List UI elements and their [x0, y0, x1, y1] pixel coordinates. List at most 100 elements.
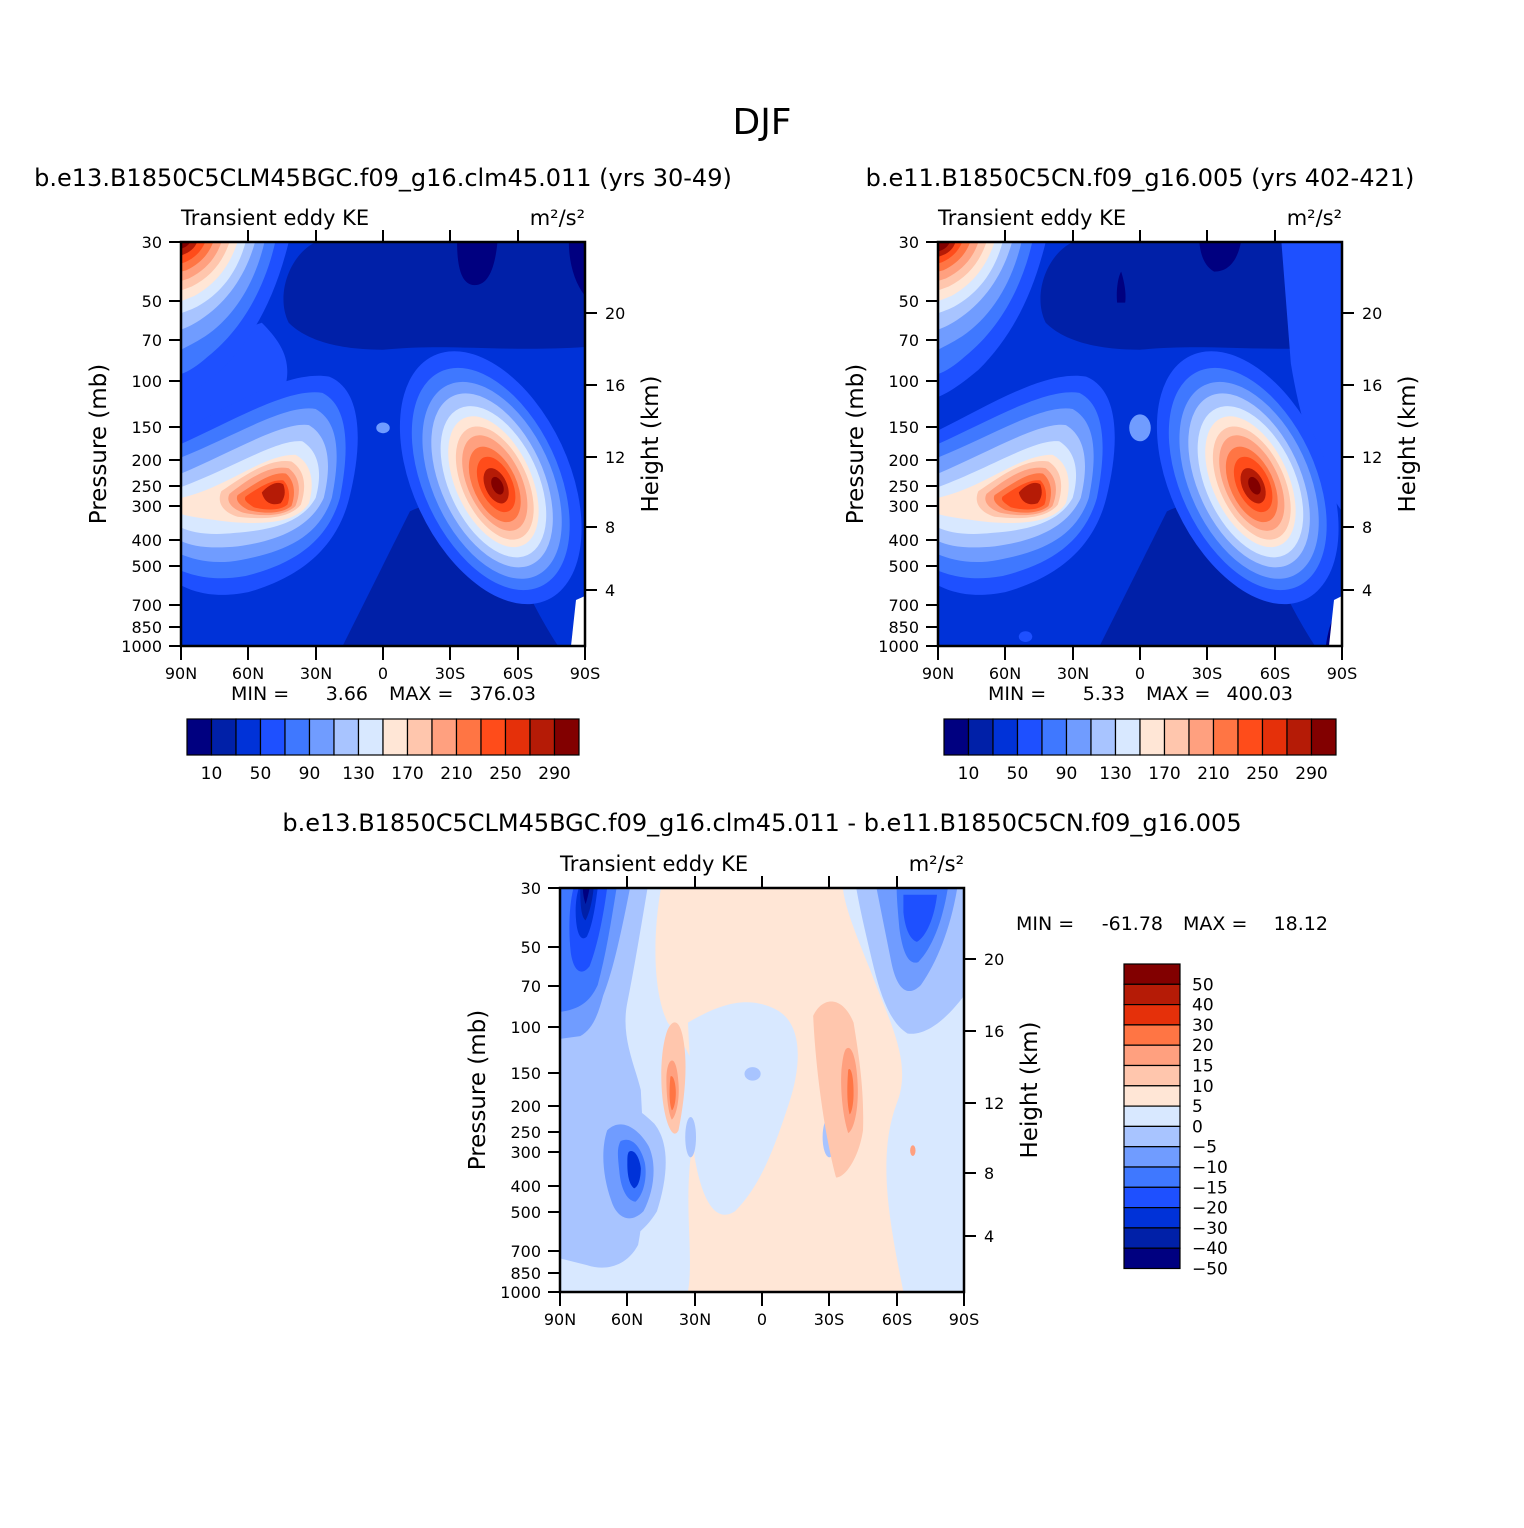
- panel-a-y-tick-labels: 30 50 70 100 150 200 250 300 400 500 700…: [121, 233, 162, 656]
- panel-a-ytick-850: 850: [131, 618, 162, 637]
- panel-a-xtick-90n: 90N: [165, 664, 197, 683]
- panel-c-colorbar-label-11: −20: [1192, 1199, 1228, 1219]
- panel-a-colorbar-box-14: [529, 718, 556, 756]
- panel-b-title: b.e11.B1850C5CN.f09_g16.005 (yrs 402-421…: [866, 164, 1415, 192]
- panel-a-colorbar-box-0: [186, 718, 213, 756]
- panel-a-colorbar-box-10: [431, 718, 458, 756]
- panel-a-colorbar-box-2: [235, 718, 262, 756]
- panel-b-xtick-60s: 60S: [1260, 664, 1291, 683]
- panel-c-xtick-30s: 30S: [814, 1310, 845, 1329]
- panel-c-y2tick-4: 4: [984, 1227, 994, 1246]
- panel-b: b.e11.B1850C5CN.f09_g16.005 (yrs 402-421…: [843, 164, 1421, 784]
- panel-b-y2-tick-labels: 20 16 12 8 4: [1362, 304, 1382, 600]
- panel-c-xtick-90s: 90S: [949, 1310, 980, 1329]
- panel-c-xtick-60s: 60S: [882, 1310, 913, 1329]
- panel-a-colorbar-label-1: 50: [250, 764, 272, 784]
- panel-b-colorbar-label-0: 10: [958, 764, 980, 784]
- panel-b-south-dark: [1199, 242, 1242, 272]
- panel-c-xtick-60n: 60N: [611, 1310, 643, 1329]
- panel-c-ytick-500: 500: [510, 1203, 541, 1222]
- panel-b-max-value: 400.03: [1227, 683, 1293, 705]
- panel-a-colorbar-box-11: [455, 718, 482, 756]
- panel-b-ytick-250: 250: [888, 477, 919, 496]
- panel-c-y2tick-16: 16: [984, 1022, 1004, 1041]
- panel-a-max-value: 376.03: [470, 683, 536, 705]
- panel-b-colorbar-box-13: [1261, 718, 1288, 756]
- panel-b-y2tick-8: 8: [1362, 518, 1372, 537]
- panel-b-y2label: Height (km): [1395, 375, 1421, 512]
- panel-b-xtick-0: 0: [1135, 664, 1145, 683]
- panel-c-colorbar-box-13: [1123, 1227, 1181, 1249]
- panel-b-xtick-90s: 90S: [1327, 664, 1358, 683]
- panel-b-y2tick-12: 12: [1362, 448, 1382, 467]
- panel-a-ytick-1000: 1000: [121, 637, 162, 656]
- panel-c-colorbar-box-5: [1123, 1064, 1181, 1087]
- panel-c-colorbar-label-9: −10: [1192, 1158, 1228, 1178]
- panel-b-field: [938, 242, 1342, 646]
- panel-c-ylabel: Pressure (mb): [465, 1010, 491, 1170]
- panel-a-colorbar-label-5: 210: [440, 764, 472, 784]
- panel-c-colorbar-box-7: [1123, 1105, 1181, 1127]
- panel-b-colorbar-box-0: [943, 718, 970, 756]
- panel-c-y2tick-12: 12: [984, 1094, 1004, 1113]
- panel-c-colorbar-label-12: −30: [1192, 1219, 1228, 1239]
- panel-a-min-label: MIN =: [231, 683, 289, 705]
- panel-a-ytick-300: 300: [131, 497, 162, 516]
- panel-b-max-label: MAX =: [1146, 683, 1210, 705]
- panel-b-blob: [1129, 414, 1151, 442]
- panel-c-y2tick-8: 8: [984, 1164, 994, 1183]
- panel-c-y-tick-labels: 30 50 70 100 150 200 250 300 400 500 700…: [500, 879, 541, 1302]
- panel-b-ytick-300: 300: [888, 497, 919, 516]
- panel-a-ytick-100: 100: [131, 372, 162, 391]
- panel-b-y2tick-4: 4: [1362, 581, 1372, 600]
- panel-a-sh-jet-core: [491, 476, 504, 495]
- panel-c-xtick-0: 0: [757, 1310, 767, 1329]
- panel-a-colorbar-box-12: [480, 718, 507, 756]
- panel-b-colorbar-box-9: [1163, 718, 1190, 756]
- panel-b-colorbar-box-8: [1139, 718, 1166, 756]
- panel-c-left-label: Transient eddy KE: [559, 852, 748, 876]
- panel-b-surface-blob: [1018, 631, 1033, 642]
- panel-c-ytick-30: 30: [521, 879, 541, 898]
- panel-b-ytick-30: 30: [899, 233, 919, 252]
- panel-a-y2-tick-labels: 20 16 12 8 4: [605, 304, 625, 600]
- panel-b-ytick-1000: 1000: [878, 637, 919, 656]
- panel-c-colorbar-box-0: [1123, 963, 1181, 985]
- panel-b-y2tick-16: 16: [1362, 376, 1382, 395]
- panel-b-colorbar-label-2: 90: [1056, 764, 1078, 784]
- panel-a-colorbar-box-5: [308, 718, 335, 756]
- panel-a-title: b.e13.B1850C5CLM45BGC.f09_g16.clm45.011 …: [34, 164, 732, 192]
- panel-b-missing: [1329, 596, 1342, 646]
- panel-a-colorbar-box-6: [333, 718, 360, 756]
- panel-c-colorbar-box-12: [1123, 1206, 1181, 1229]
- panel-c-tropical-neg: [687, 1002, 798, 1215]
- panel-a-ytick-150: 150: [131, 418, 162, 437]
- panel-b-ytick-700: 700: [888, 596, 919, 615]
- panel-a-xtick-30s: 30S: [435, 664, 466, 683]
- panel-c-ytick-700: 700: [510, 1242, 541, 1261]
- panel-c-neg-blob-3: [685, 1116, 697, 1158]
- panel-c-colorbar-box-10: [1123, 1166, 1181, 1188]
- panel-a-ylabel: Pressure (mb): [86, 364, 112, 524]
- panel-c-neg-blob-2: [744, 1067, 761, 1081]
- panel-a-right-label: m²/s²: [530, 206, 585, 230]
- panel-a-colorbar-label-7: 290: [538, 764, 570, 784]
- panel-c-colorbar-label-14: −50: [1192, 1260, 1228, 1280]
- panel-a-y2tick-12: 12: [605, 448, 625, 467]
- panel-c-colorbar-label-7: 0: [1192, 1117, 1203, 1137]
- panel-a-colorbar-label-4: 170: [391, 764, 423, 784]
- panel-a-ticks: [169, 230, 597, 660]
- panel-a-colorbar-box-3: [259, 718, 286, 756]
- panel-c-ytick-1000: 1000: [500, 1283, 541, 1302]
- panel-c-ticks: [548, 876, 976, 1306]
- panel-c-y2-tick-labels: 20 16 12 8 4: [984, 950, 1004, 1246]
- panel-b-colorbar-box-5: [1065, 718, 1092, 756]
- panel-a-nh-jet-core: [261, 482, 285, 505]
- panel-a-colorbar: 10 50 90 130 170 210 250 290: [186, 718, 580, 784]
- panel-c-midlat-neg-4: [627, 1150, 641, 1189]
- panel-c-max-value: 18.12: [1274, 913, 1328, 935]
- panel-c-pos-3: [669, 1076, 676, 1111]
- panel-a-ytick-70: 70: [142, 331, 162, 350]
- panel-c-ytick-850: 850: [510, 1264, 541, 1283]
- panel-c-pos-6: [847, 1068, 854, 1115]
